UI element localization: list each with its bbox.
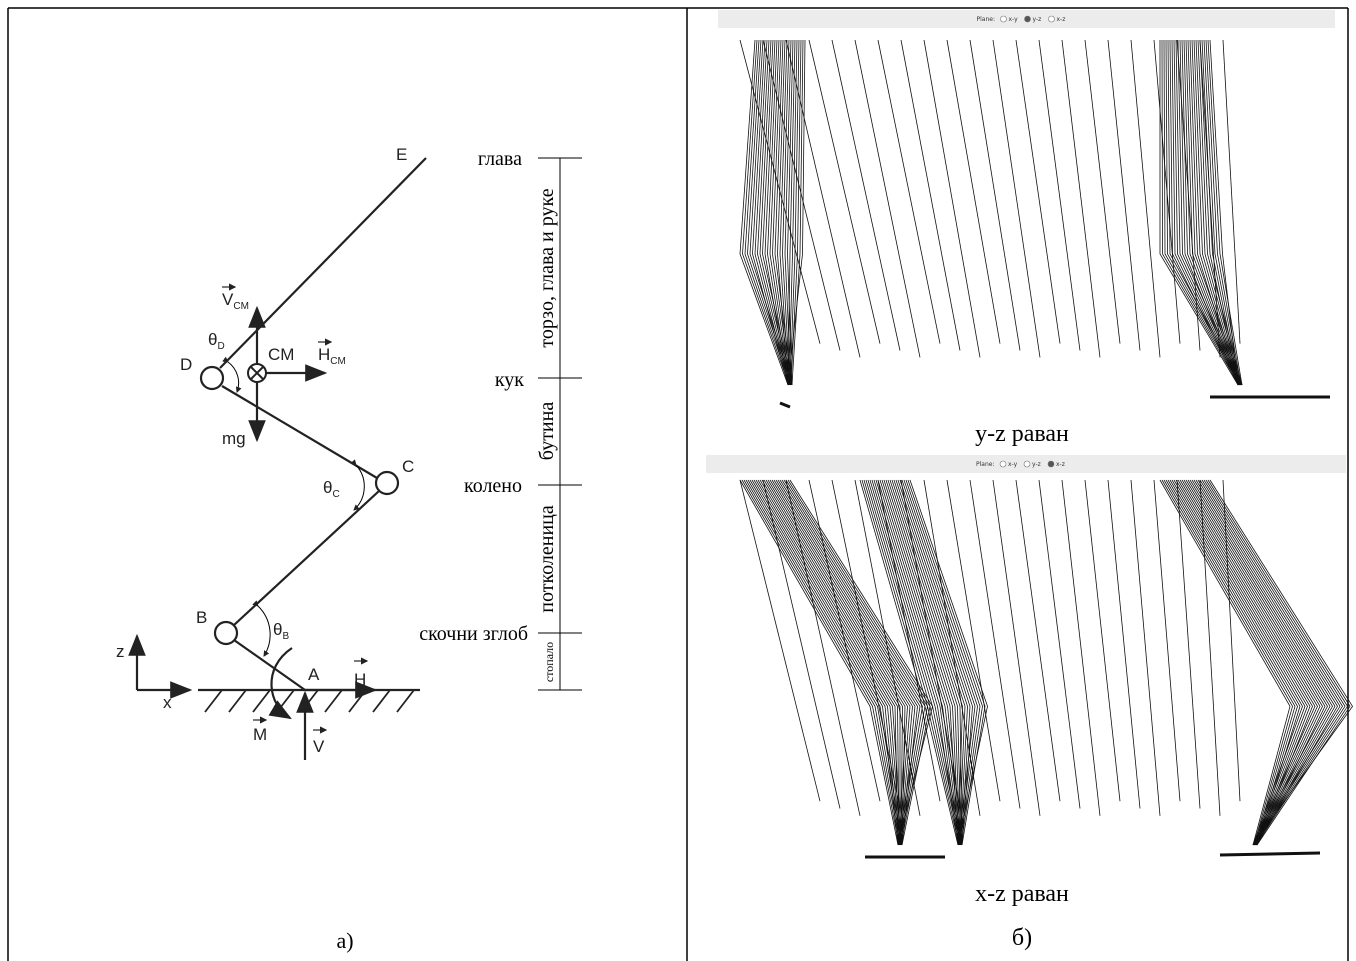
label: V bbox=[222, 290, 234, 309]
label: стопало bbox=[542, 642, 556, 682]
label: бутина bbox=[536, 402, 558, 461]
trace bbox=[786, 40, 860, 357]
caption: а) bbox=[336, 928, 353, 953]
label: C bbox=[332, 489, 339, 500]
trace bbox=[993, 480, 1040, 816]
label: z bbox=[116, 642, 125, 661]
radio-label[interactable]: y-z bbox=[1032, 461, 1041, 468]
radio-label[interactable]: x-y bbox=[1008, 461, 1018, 468]
label: колено bbox=[464, 475, 522, 497]
radio-label[interactable]: x-z bbox=[1056, 461, 1065, 468]
label: CM bbox=[233, 301, 249, 312]
trace bbox=[763, 480, 840, 809]
link-labels: E D C B A CM VCM HCM mg H M V θD θC θB z… bbox=[116, 145, 558, 953]
trace bbox=[832, 480, 900, 809]
label: B bbox=[196, 608, 207, 627]
label: θB bbox=[273, 620, 289, 642]
trace bbox=[786, 480, 860, 816]
trace bbox=[809, 40, 880, 344]
trace bbox=[1085, 480, 1120, 801]
radio[interactable] bbox=[1025, 16, 1031, 22]
radio-label[interactable]: y-z bbox=[1033, 16, 1042, 23]
label: θ bbox=[273, 620, 282, 639]
trace bbox=[1131, 480, 1160, 816]
trace bbox=[1154, 480, 1180, 801]
trace bbox=[1016, 480, 1060, 801]
radio[interactable] bbox=[1001, 16, 1007, 22]
radio[interactable] bbox=[1049, 16, 1055, 22]
trace bbox=[1039, 480, 1080, 809]
label: CM bbox=[268, 345, 294, 364]
caption: x-z раван bbox=[975, 881, 1069, 907]
label: HCM bbox=[318, 345, 346, 367]
toolbar-label: Plane: bbox=[977, 16, 995, 23]
label: C bbox=[402, 457, 414, 476]
label: A bbox=[308, 665, 320, 684]
label: H bbox=[318, 345, 330, 364]
label: торзо, глава и руке bbox=[536, 188, 558, 347]
label: B bbox=[282, 631, 289, 642]
label: VCM bbox=[222, 290, 249, 312]
trace bbox=[970, 480, 1020, 809]
trace bbox=[1131, 40, 1160, 357]
toolbar-label: Plane: bbox=[976, 461, 994, 468]
stick-traces bbox=[740, 480, 1353, 857]
caption: y-z раван bbox=[975, 421, 1069, 447]
radio[interactable] bbox=[1024, 461, 1030, 467]
trace bbox=[809, 480, 880, 801]
label: θC bbox=[323, 478, 340, 500]
label: потколеница bbox=[536, 505, 558, 613]
label: V bbox=[313, 737, 325, 756]
trace bbox=[1177, 40, 1200, 351]
trace bbox=[1085, 40, 1120, 344]
label: θ bbox=[208, 330, 217, 349]
label: E bbox=[396, 145, 407, 164]
label: скочни зглоб bbox=[419, 623, 528, 645]
label: H bbox=[354, 670, 366, 689]
label: M bbox=[253, 725, 267, 744]
trace bbox=[1062, 40, 1100, 357]
label: θD bbox=[208, 330, 225, 352]
ground-trace bbox=[1220, 853, 1320, 855]
label: CM bbox=[330, 356, 346, 367]
ground-trace bbox=[780, 403, 790, 407]
label: mg bbox=[222, 429, 246, 448]
radio[interactable] bbox=[1000, 461, 1006, 467]
label: D bbox=[180, 355, 192, 374]
radio[interactable] bbox=[1048, 461, 1054, 467]
trace bbox=[993, 40, 1040, 357]
label: глава bbox=[478, 148, 522, 170]
label: D bbox=[217, 341, 224, 352]
radio-label[interactable]: x-z bbox=[1057, 16, 1066, 23]
trace bbox=[970, 40, 1020, 351]
trace bbox=[947, 40, 1000, 344]
trace bbox=[1170, 40, 1238, 385]
label: x bbox=[163, 693, 172, 712]
radio-label[interactable]: x-y bbox=[1009, 16, 1019, 23]
caption: б) bbox=[1012, 925, 1032, 951]
trace bbox=[740, 40, 820, 344]
table-frame bbox=[8, 8, 1348, 961]
trace bbox=[740, 480, 898, 845]
label: кук bbox=[495, 369, 524, 391]
figure: E D C B A CM VCM HCM mg H M V θD θC θB z… bbox=[0, 0, 1356, 961]
trace bbox=[1016, 40, 1060, 344]
stick-traces bbox=[740, 40, 1330, 407]
trace bbox=[1039, 40, 1080, 351]
label: θ bbox=[323, 478, 332, 497]
trace bbox=[752, 480, 899, 845]
page: {"left_panel": { "points": {"A": "A", "B… bbox=[0, 0, 1356, 961]
trace bbox=[878, 40, 940, 344]
trace bbox=[832, 40, 900, 351]
trace bbox=[1062, 480, 1100, 816]
